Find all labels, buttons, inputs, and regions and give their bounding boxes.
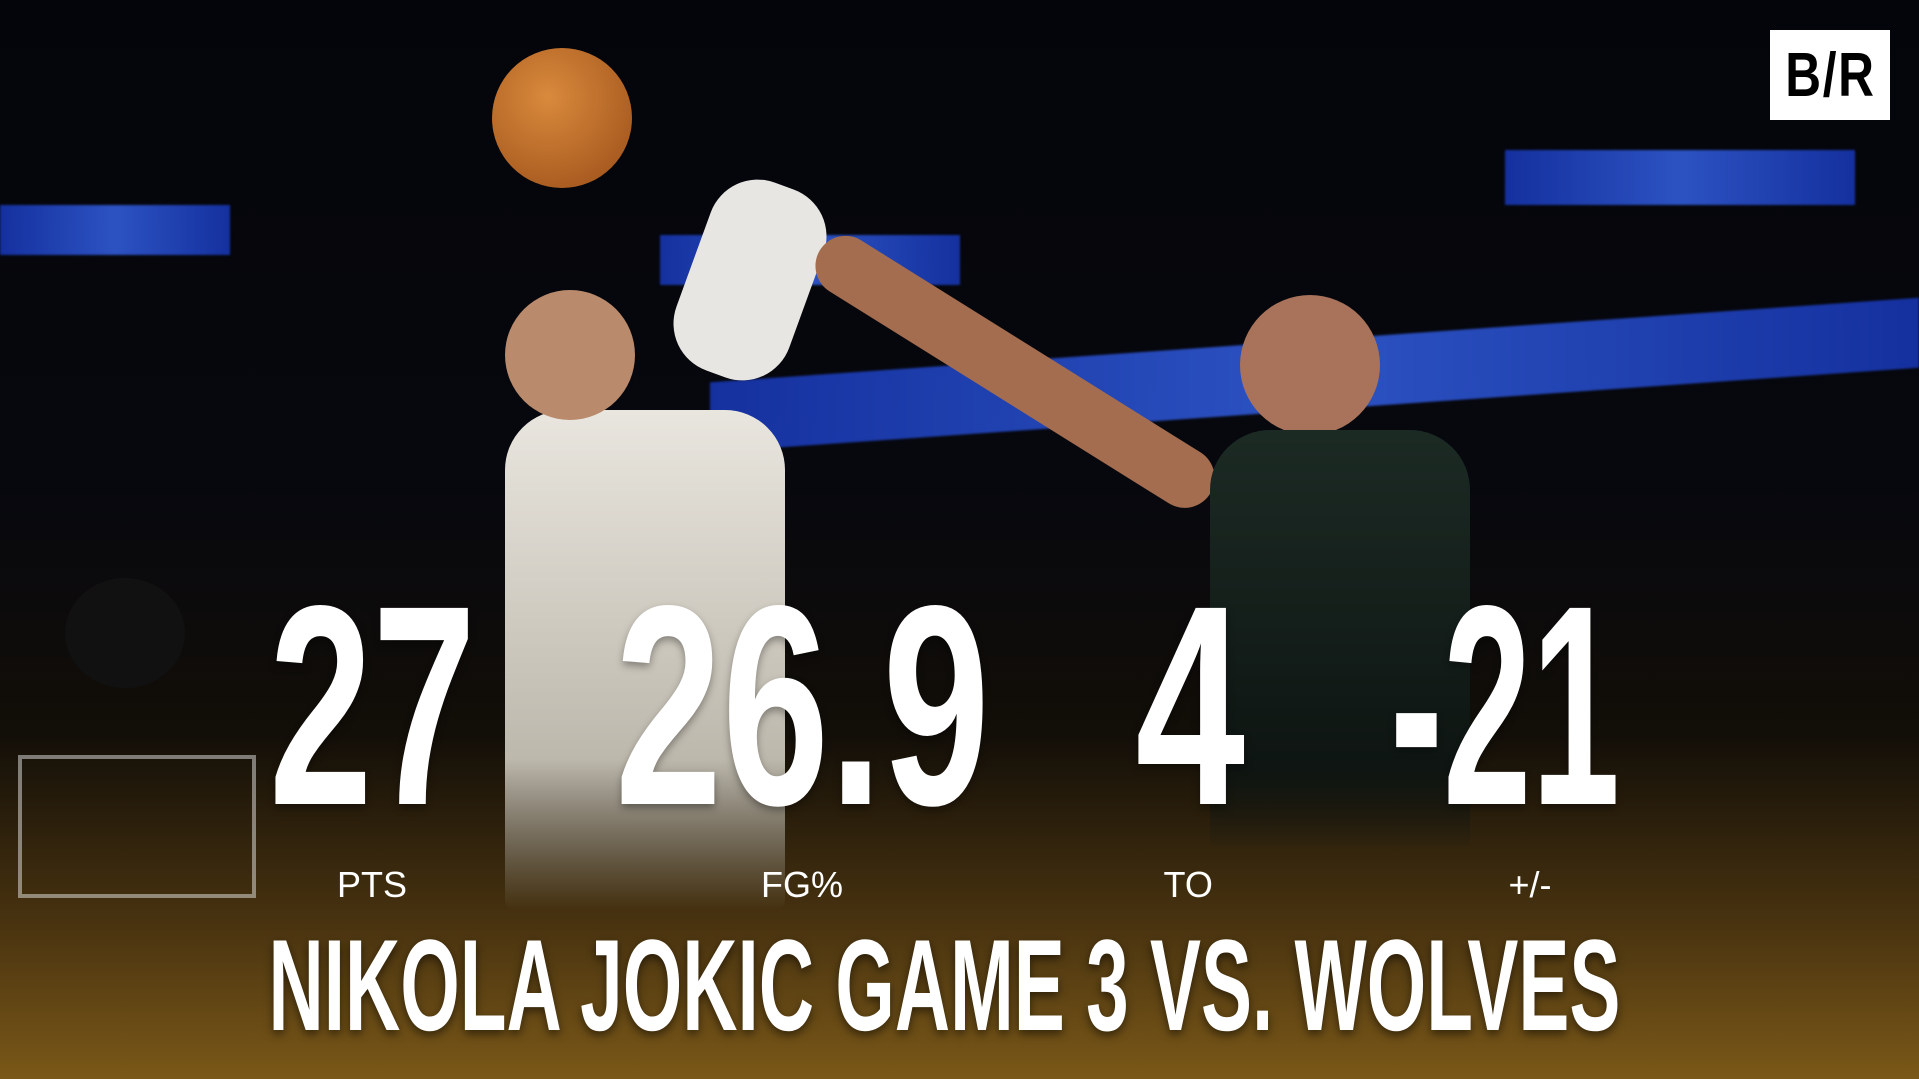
stat-value-turnovers: 4 [1134,547,1245,865]
player-white-jersey [505,410,785,910]
stat-value-plus-minus: -21 [1389,547,1620,865]
stat-value-points: 27 [268,547,476,865]
shot-clock [65,578,185,688]
headline-title: NIKOLA JOKIC GAME 3 VS. WOLVES [267,912,1620,1058]
stat-label-plus-minus: +/- [1508,864,1552,905]
bleacher-report-logo: B/R [1770,30,1890,120]
stat-label-points: PTS [337,864,408,905]
arena-led-ribbon [1505,150,1855,205]
defender-head [1240,295,1380,435]
backboard [18,755,256,898]
stat-label-turnovers: TO [1163,864,1213,905]
defender-dark-jersey [1210,430,1470,850]
arena-led-ribbon [0,205,230,255]
player-head [505,290,635,420]
stat-value-fg-percent: 26.9 [614,547,990,865]
basketball [492,48,632,188]
stat-label-fg-percent: FG% [761,864,844,905]
